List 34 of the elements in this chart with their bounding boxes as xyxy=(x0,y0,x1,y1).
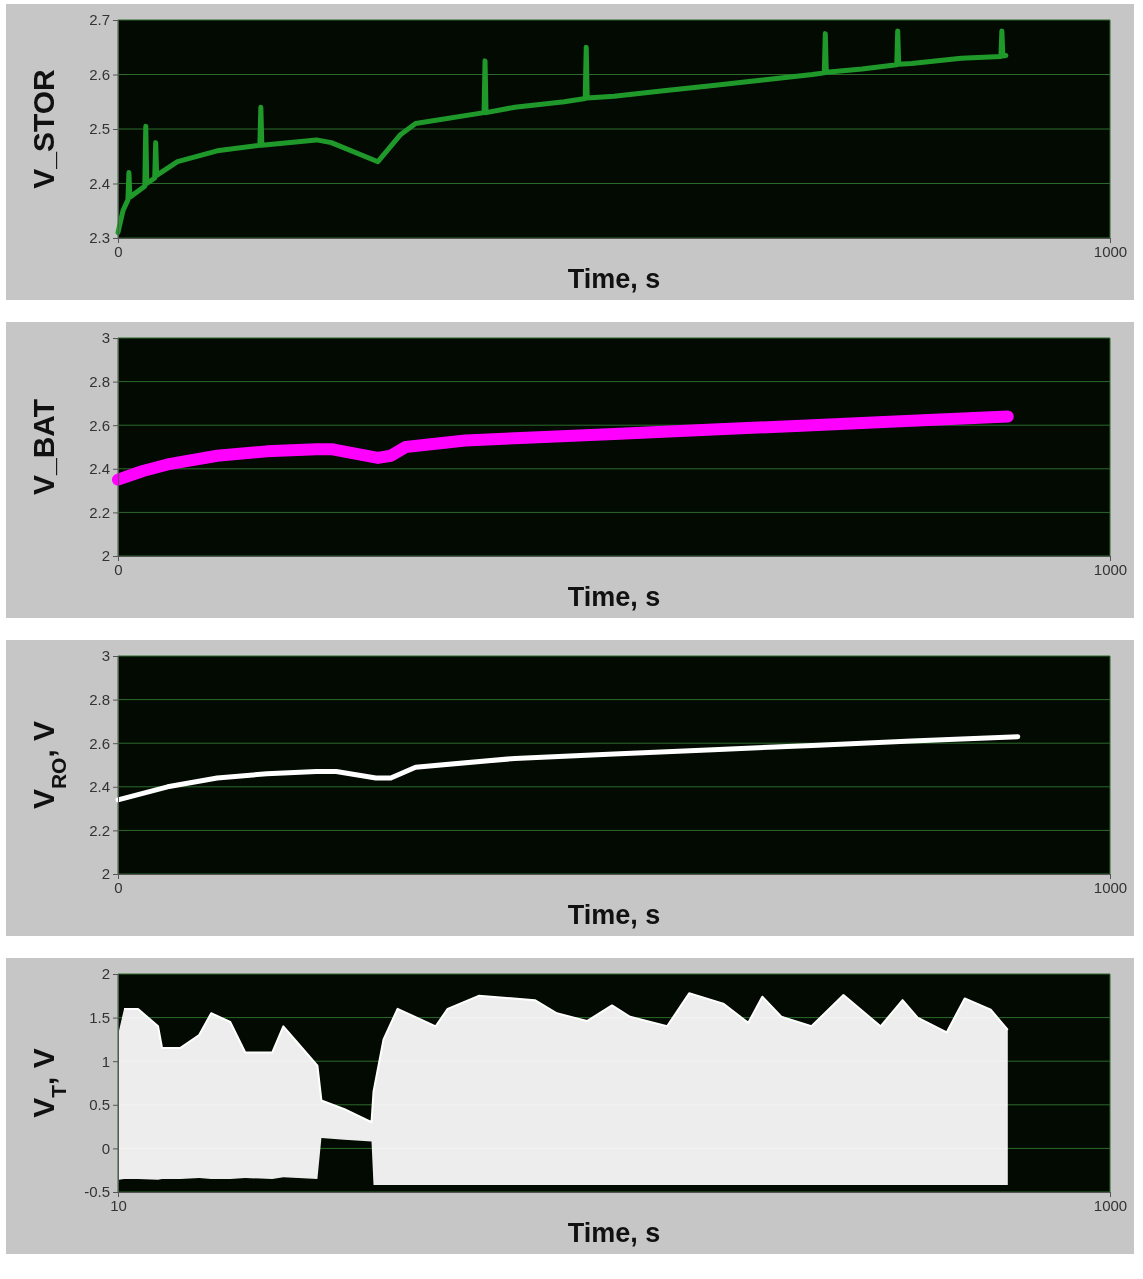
x-axis-title: Time, s xyxy=(567,900,661,930)
y-tick-label: 2.8 xyxy=(89,372,110,390)
y-tick-label: 2.5 xyxy=(89,120,110,138)
x-axis-title: Time, s xyxy=(567,264,661,294)
y-tick-label: 3 xyxy=(101,647,110,665)
y-tick-label: 2 xyxy=(101,865,110,883)
y-tick-label: 1.5 xyxy=(89,1008,110,1026)
x-axis-title: Time, s xyxy=(567,582,661,612)
y-tick-label: -0.5 xyxy=(84,1183,110,1201)
y-tick-label: 2.6 xyxy=(89,734,110,752)
y-tick-label: 2.4 xyxy=(89,174,110,192)
y-tick-label: 1 xyxy=(101,1052,110,1070)
y-tick-label: 2.6 xyxy=(89,65,110,83)
y-tick-label: 0 xyxy=(101,1139,110,1157)
y-tick-label: 2.3 xyxy=(89,229,110,247)
y-axis-title: V_STOR xyxy=(27,68,60,189)
x-tick-label: 10 xyxy=(110,1196,127,1214)
y-tick-label: 2.4 xyxy=(89,460,110,478)
y-tick-label: 2.8 xyxy=(89,690,110,708)
x-tick-label: 1000 xyxy=(1093,242,1128,260)
y-tick-label: 0.5 xyxy=(89,1096,110,1114)
y-tick-label: 2 xyxy=(101,965,110,983)
y-tick-label: 2.2 xyxy=(89,821,110,839)
x-tick-label: 1000 xyxy=(1093,560,1128,578)
y-tick-label: 2.2 xyxy=(89,503,110,521)
x-axis-title: Time, s xyxy=(567,1218,661,1248)
y-axis-title: V_BAT xyxy=(27,398,60,496)
y-tick-label: 2.6 xyxy=(89,416,110,434)
x-tick-label: 1000 xyxy=(1093,878,1128,896)
y-tick-label: 3 xyxy=(101,329,110,347)
y-tick-label: 2.7 xyxy=(89,11,110,29)
y-tick-label: 2 xyxy=(101,547,110,565)
x-tick-label: 1000 xyxy=(1093,1196,1128,1214)
y-tick-label: 2.4 xyxy=(89,778,110,796)
